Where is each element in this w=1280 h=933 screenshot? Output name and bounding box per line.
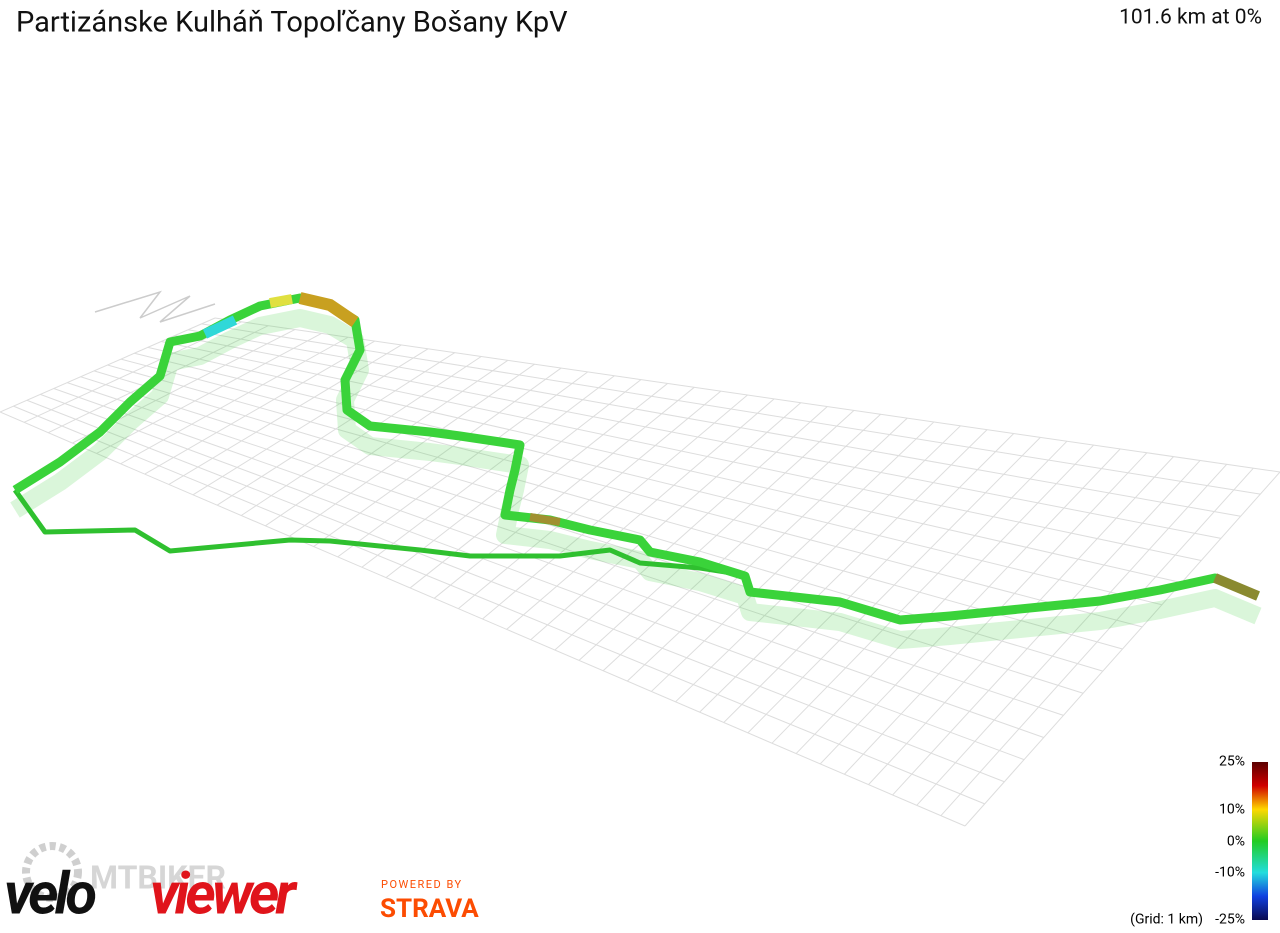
grid-line: [188, 329, 1241, 517]
end-segment: [1213, 573, 1260, 601]
climb-segment: [269, 294, 293, 308]
watermark-gear: [22, 842, 82, 902]
grid-line: [80, 376, 1084, 694]
route-return: [12, 488, 746, 578]
logo-viewer: viewer: [150, 860, 298, 928]
title: Partizánske Kulháň Topoľčany Bošany KpV: [16, 6, 568, 40]
grid-line: [174, 335, 1222, 539]
grid-line: [107, 364, 1123, 650]
grid-line: [201, 323, 1261, 495]
route-shadow: [10, 309, 1262, 649]
grid-line: [40, 393, 1025, 761]
steep-segment: [298, 292, 359, 327]
strava-logo: STRAVA: [380, 894, 479, 924]
shadow: [10, 309, 1262, 649]
grid-line: [53, 388, 1044, 738]
grid-line: [13, 405, 985, 805]
descent-segment: [202, 315, 238, 339]
watermark: MTBIKER: [90, 858, 226, 896]
climb-segment: [529, 513, 561, 526]
north-arrow: [94, 290, 216, 323]
grid-line: [214, 317, 1280, 473]
logo-velo: velo: [4, 860, 96, 928]
grid-line: [26, 399, 1005, 783]
legend-label: 0%: [1227, 834, 1245, 850]
powered-by: POWERED BY: [381, 878, 463, 891]
ground-grid: [0, 317, 1280, 827]
grade-legend-bar: [1252, 762, 1268, 920]
legend-label: -10%: [1215, 865, 1245, 881]
grid-line: [93, 370, 1103, 672]
grid-line: [147, 346, 1182, 584]
summary: 101.6 km at 0%: [1119, 6, 1262, 30]
grade-highlights: [202, 292, 1260, 601]
grid-line: [134, 352, 1162, 606]
grid-note: (Grid: 1 km): [1130, 912, 1203, 928]
legend-label: 25%: [1219, 754, 1245, 770]
grid-line: [67, 382, 1064, 716]
grid-line: [0, 411, 966, 827]
grid-line: [161, 341, 1202, 561]
grid-line: [120, 358, 1143, 628]
legend-label: -25%: [1215, 912, 1245, 928]
legend-label: 10%: [1219, 802, 1245, 818]
compass: [94, 290, 216, 323]
